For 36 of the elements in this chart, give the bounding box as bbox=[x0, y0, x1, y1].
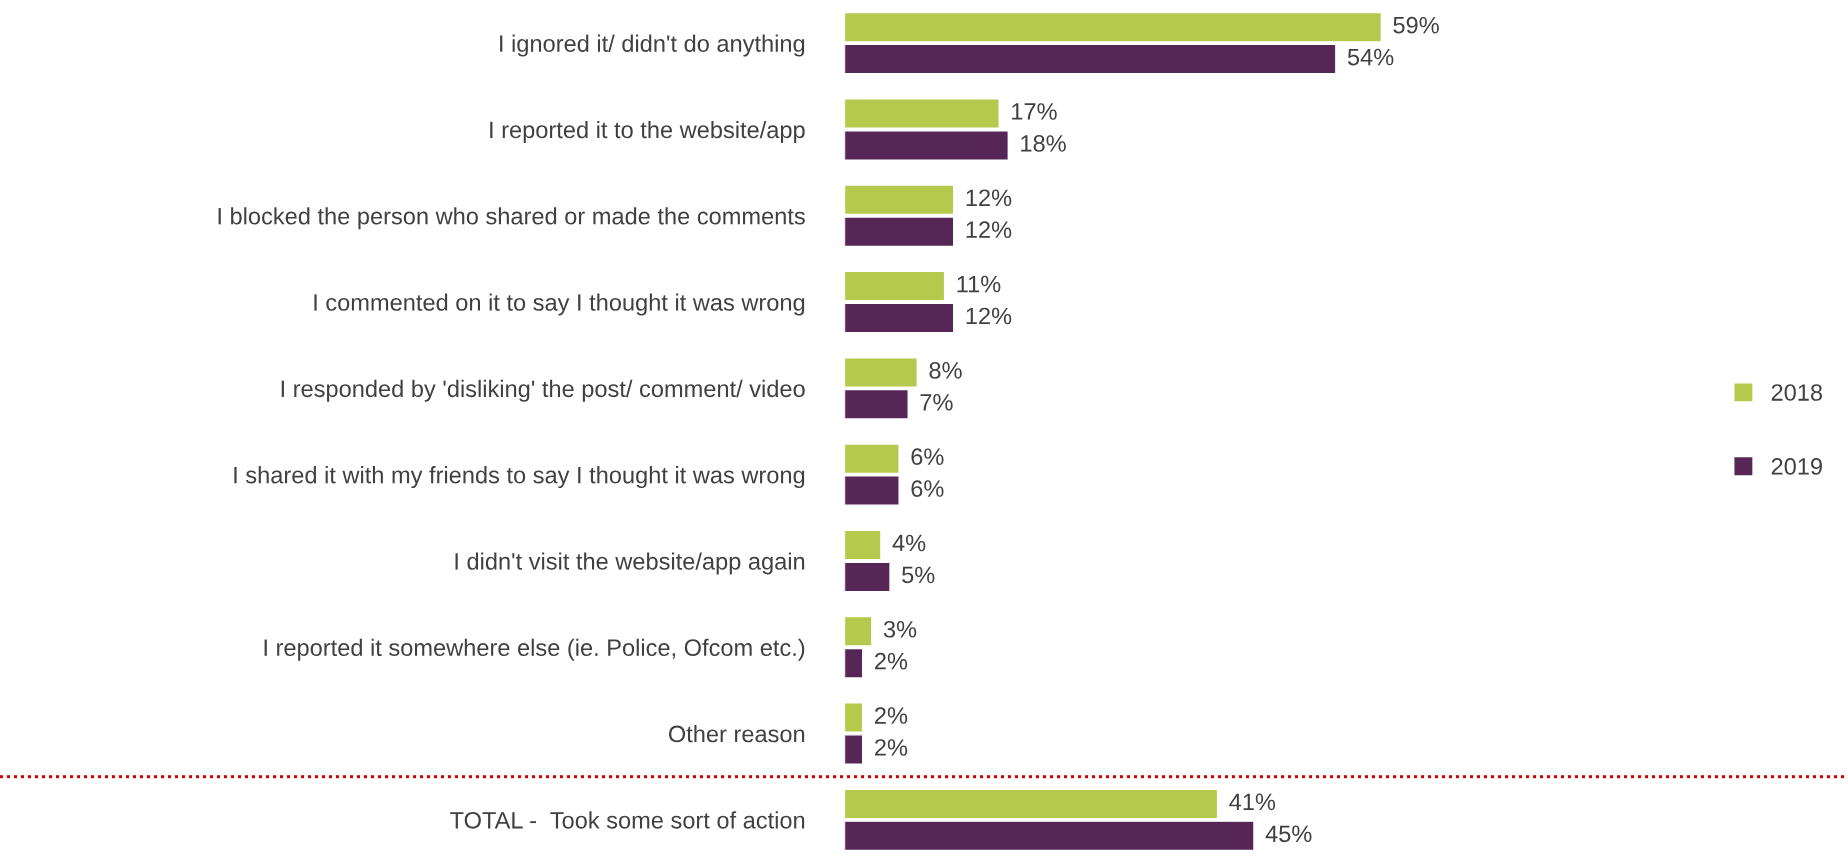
legend-label: 2018 bbox=[1771, 384, 1823, 401]
data-label: 7% bbox=[920, 394, 953, 411]
data-label: 54% bbox=[1347, 48, 1394, 66]
data-label: 18% bbox=[1021, 135, 1066, 152]
data-label: 17% bbox=[1012, 103, 1057, 120]
data-label: 11% bbox=[957, 275, 1001, 293]
data-label: 12% bbox=[966, 307, 1012, 325]
data-label: 4% bbox=[892, 534, 926, 552]
data-label: 8% bbox=[929, 362, 962, 379]
y-tick-label: I ignored it/ didn't do anything bbox=[500, 34, 805, 57]
bar bbox=[844, 561, 891, 593]
y-tick-label: Other reason bbox=[668, 724, 805, 743]
bar bbox=[844, 302, 955, 334]
data-label: 12% bbox=[966, 189, 1012, 207]
y-tick-label: I reported it somewhere else (ie. Police, Ofcom etc.) bbox=[264, 638, 805, 661]
data-label: 6% bbox=[911, 448, 944, 466]
data-label: 2% bbox=[875, 707, 908, 724]
legend-label: 2019 bbox=[1771, 458, 1822, 475]
y-tick-label: I didn't visit the website/app again bbox=[455, 552, 805, 575]
data-label: 45% bbox=[1265, 825, 1312, 843]
data-label: 2% bbox=[875, 739, 908, 756]
data-label: 3% bbox=[883, 620, 917, 638]
data-label: 2% bbox=[875, 652, 908, 670]
data-label: 5% bbox=[902, 566, 935, 584]
data-label: 59% bbox=[1393, 16, 1439, 34]
data-label: 6% bbox=[911, 480, 944, 497]
y-tick-label: TOTAL - Took some sort of action bbox=[450, 811, 805, 829]
data-label: 12% bbox=[966, 221, 1012, 238]
y-tick-label: I commented on it to say I thought it was wrong bbox=[314, 293, 805, 316]
y-tick-label: I reported it to the website/app bbox=[490, 120, 805, 143]
bar bbox=[844, 529, 882, 561]
y-tick-label: I blocked the person who shared or made the comments bbox=[218, 207, 805, 230]
y-tick-label: I shared it with my friends to say I thought it was wrong bbox=[234, 466, 805, 489]
data-label: 41% bbox=[1229, 793, 1276, 811]
bar bbox=[844, 270, 946, 302]
y-tick-label: I responded by 'disliking' the post/ comment/ video bbox=[281, 379, 805, 402]
